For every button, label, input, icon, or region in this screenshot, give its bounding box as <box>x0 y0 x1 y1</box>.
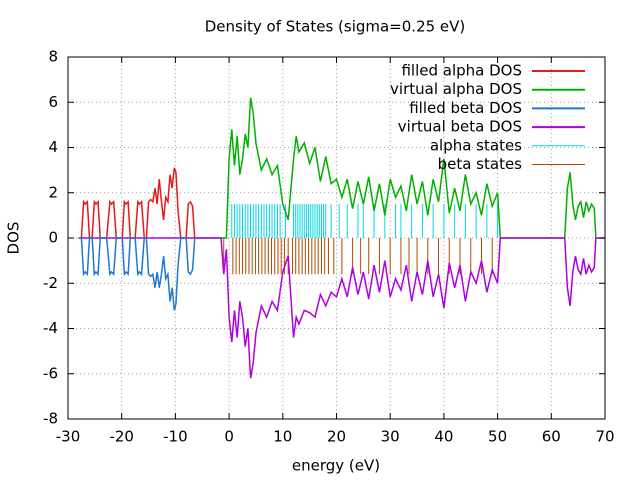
x-tick-label: 70 <box>595 428 614 446</box>
x-tick-label: 50 <box>488 428 507 446</box>
x-tick-label: 10 <box>273 428 292 446</box>
legend-label: beta states <box>438 155 523 173</box>
y-tick-label: 6 <box>48 93 58 111</box>
legend-label: virtual beta DOS <box>398 118 522 136</box>
y-tick-label: -2 <box>43 274 58 292</box>
plot-area <box>78 97 605 379</box>
chart-title: Density of States (sigma=0.25 eV) <box>205 18 466 36</box>
legend-label: filled beta DOS <box>409 99 522 117</box>
x-tick-label: -10 <box>163 428 188 446</box>
x-tick-label: -30 <box>56 428 81 446</box>
legend-label: virtual alpha DOS <box>390 80 522 98</box>
x-tick-label: 40 <box>434 428 453 446</box>
x-tick-label: 60 <box>542 428 561 446</box>
y-tick-label: -6 <box>43 364 58 382</box>
legend-label: filled alpha DOS <box>401 62 522 80</box>
x-tick-label: 0 <box>224 428 234 446</box>
y-tick-label: 4 <box>48 138 58 156</box>
x-axis-label: energy (eV) <box>292 457 380 475</box>
x-tick-label: -20 <box>109 428 134 446</box>
y-tick-label: 0 <box>48 229 58 247</box>
legend-label: alpha states <box>430 136 522 154</box>
dos-line <box>78 167 196 239</box>
y-tick-label: -4 <box>43 319 58 337</box>
y-tick-label: 2 <box>48 183 58 201</box>
dos-line <box>78 237 196 311</box>
y-axis-label: DOS <box>5 222 23 255</box>
x-tick-label: 30 <box>381 428 400 446</box>
x-tick-label: 20 <box>327 428 346 446</box>
dos-line <box>78 237 605 379</box>
y-tick-label: 8 <box>48 48 58 66</box>
y-tick-label: -8 <box>43 410 58 428</box>
